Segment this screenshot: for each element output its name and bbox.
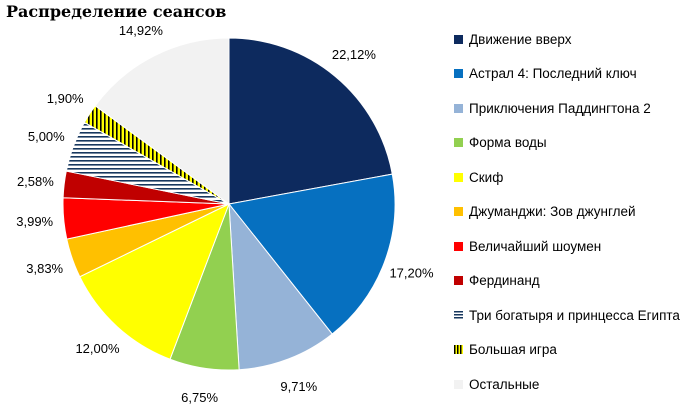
slice-value-label: 17,20% (389, 266, 434, 281)
legend-label: Фердинанд (469, 273, 540, 289)
legend-swatch (454, 207, 463, 217)
legend-swatch (454, 276, 463, 286)
legend-swatch (454, 379, 463, 389)
legend-swatch (454, 138, 463, 148)
legend-label: Величайший шоумен (469, 238, 602, 254)
slice-value-label: 6,75% (181, 390, 218, 405)
legend-swatch (454, 103, 463, 113)
legend-label: Три богатыря и принцесса Египта (469, 307, 680, 323)
legend-label: Остальные (469, 376, 540, 392)
slice-value-label: 3,83% (26, 261, 63, 276)
legend-item-8: Фердинанд (454, 264, 680, 299)
legend-swatch (454, 241, 463, 251)
legend-item-10: Большая игра (454, 333, 680, 368)
legend-item-2: Астрал 4: Последний ключ (454, 57, 680, 92)
slice-value-label: 12,00% (75, 341, 120, 356)
pie-slice-5 (79, 202, 230, 360)
chart-title: Распределение сеансов (6, 2, 227, 21)
legend-item-5: Скиф (454, 160, 680, 195)
legend-swatch (454, 34, 463, 44)
legend-label: Большая игра (469, 342, 557, 358)
legend-label: Астрал 4: Последний ключ (469, 66, 637, 82)
legend-swatch (454, 69, 463, 79)
pie-slices (62, 37, 396, 371)
legend: Движение вверх Астрал 4: Последний ключ Пр… (454, 22, 680, 402)
slice-value-label: 1,90% (47, 91, 84, 106)
legend-item-7: Величайший шоумен (454, 229, 680, 264)
pie-slice-1 (228, 37, 393, 205)
legend-item-11: Остальные (454, 367, 680, 402)
legend-item-6: Джуманджи: Зов джунглей (454, 195, 680, 230)
legend-label: Приключения Паддингтона 2 (469, 100, 651, 116)
slice-value-label: 5,00% (28, 129, 65, 144)
slice-value-label: 2,58% (17, 174, 54, 189)
legend-label: Скиф (469, 169, 504, 185)
legend-item-3: Приключения Паддингтона 2 (454, 91, 680, 126)
legend-label: Форма воды (469, 135, 547, 151)
legend-swatch (454, 310, 463, 320)
slice-value-label: 9,71% (280, 379, 317, 394)
slice-value-label: 14,92% (119, 23, 164, 38)
legend-label: Движение вверх (469, 31, 572, 47)
legend-swatch (454, 345, 463, 355)
pie-slice-2 (228, 173, 396, 335)
pie-labels: 22,12% 17,20% 9,71% 6,75% 12,00% 3,83% 3,99% 2,… (16, 23, 434, 405)
legend-item-1: Движение вверх (454, 22, 680, 57)
legend-item-4: Форма воды (454, 126, 680, 161)
pie-slice-3 (228, 202, 333, 371)
pie-slice-11 (94, 37, 230, 205)
legend-item-9: Три богатыря и принцесса Египта (454, 298, 680, 333)
legend-label: Джуманджи: Зов джунглей (469, 204, 636, 220)
slice-value-label: 22,12% (332, 47, 377, 62)
legend-swatch (454, 172, 463, 182)
slice-value-label: 3,99% (16, 214, 53, 229)
